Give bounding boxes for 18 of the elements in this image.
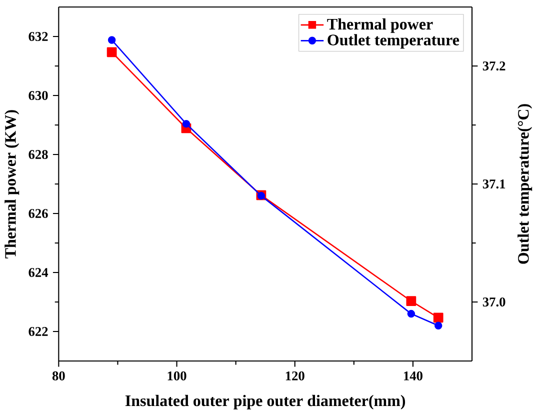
y-tick-label: 632: [28, 32, 48, 41]
y2-tick-label: 37.2: [482, 61, 506, 71]
y-tick-label: 622: [28, 327, 48, 336]
x-tick-label: 120: [286, 371, 304, 380]
x-tick-label: 100: [168, 371, 186, 380]
y-tick-label: 628: [28, 150, 48, 159]
x-axis-title: Insulated outer pipe outer diameter(mm): [125, 394, 406, 410]
y-axis-title: Thermal power (KW): [4, 110, 20, 258]
x-tick-label: 80: [52, 371, 65, 380]
legend-label: Outlet temperature: [328, 34, 460, 49]
y-tick-label: 624: [28, 268, 48, 277]
y2-tick-label: 37.0: [482, 297, 506, 307]
x-tick-label: 140: [404, 371, 422, 380]
legend-label: Thermal power: [327, 18, 433, 33]
y-tick-label: 626: [28, 209, 48, 218]
y-tick-label: 630: [28, 91, 48, 100]
y2-axis-title: Outlet temperature(°C): [518, 104, 532, 264]
y2-tick-label: 37.1: [482, 179, 506, 189]
